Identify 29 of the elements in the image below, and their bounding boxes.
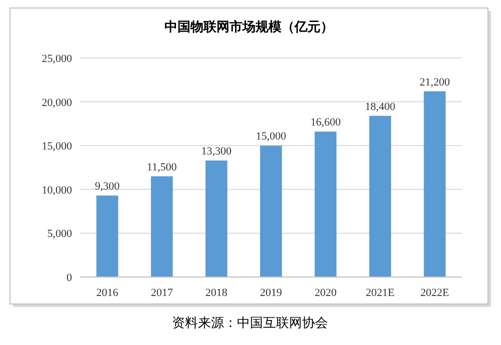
data-label: 16,600 (310, 116, 342, 129)
bar (424, 91, 446, 277)
x-tick-label: 2018 (205, 287, 228, 299)
bar (206, 160, 228, 277)
x-tick-label: 2016 (96, 287, 119, 299)
y-tick-label: 10,000 (42, 184, 72, 196)
bar (150, 176, 173, 277)
y-tick-label: 15,000 (42, 140, 72, 153)
bar (260, 146, 282, 277)
y-tick-label: 20,000 (42, 96, 72, 109)
data-label: 13,300 (201, 145, 232, 158)
y-tick-label: 25,000 (42, 53, 72, 65)
bar (96, 196, 118, 277)
x-tick-label: 2019 (260, 287, 282, 299)
x-tick-label: 2022E (420, 287, 450, 299)
data-label: 11,500 (146, 161, 178, 174)
chart-title: 中国物联网市场规模（亿元） (164, 19, 334, 34)
data-label: 9,300 (94, 180, 120, 193)
data-label: 18,400 (365, 100, 396, 113)
data-label: 15,000 (256, 130, 287, 143)
bar (314, 132, 336, 277)
text: 资料来源：中国互联网协会 (172, 315, 328, 330)
x-tick-label: 2017 (150, 287, 174, 299)
x-tick-label: 2021E (366, 287, 395, 299)
data-label: 21,200 (420, 76, 450, 88)
x-tick-label: 2020 (314, 287, 338, 299)
bar (369, 116, 392, 277)
y-tick-label: 5,000 (47, 228, 72, 240)
y-tick-label: 0 (66, 272, 72, 284)
